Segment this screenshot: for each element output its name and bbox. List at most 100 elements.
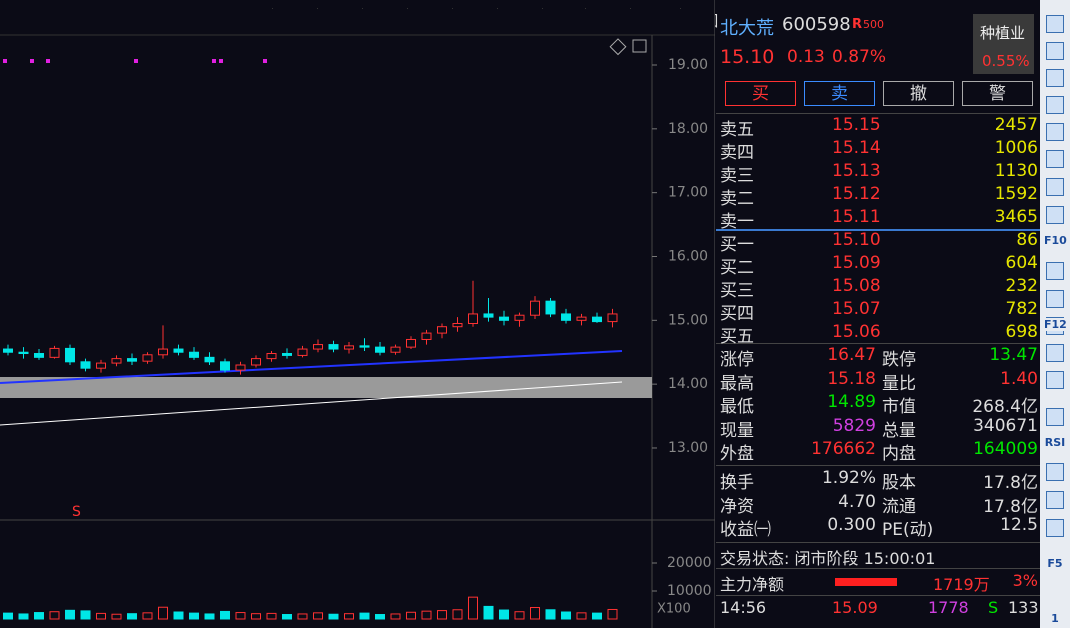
book-label: 卖五 — [720, 120, 754, 140]
candle-body — [282, 353, 292, 356]
tool-label[interactable]: RSI — [1044, 436, 1066, 449]
volume-bar — [266, 612, 277, 620]
stat-value: 12.5 — [1000, 515, 1038, 535]
tick-field: 1778 — [928, 598, 969, 617]
candle-body — [328, 344, 339, 350]
volume-bar — [468, 596, 478, 620]
candle-body — [189, 351, 199, 358]
candle-body — [142, 354, 153, 362]
stock-name: 北大荒 — [720, 18, 774, 39]
trade-button[interactable]: 警 — [962, 81, 1033, 106]
book-volume: 1592 — [994, 184, 1038, 204]
tick-field: 15.09 — [832, 598, 878, 617]
stock-code: 600598 — [782, 14, 851, 35]
tool-label[interactable]: 1 — [1044, 612, 1066, 625]
volume-bar — [65, 609, 75, 620]
sector-box[interactable] — [973, 14, 1034, 74]
divider — [716, 113, 1040, 114]
book-price: 15.13 — [832, 161, 881, 181]
tick-field: 133 — [1008, 598, 1039, 617]
candle-body — [204, 356, 215, 363]
sector-pct: 0.55% — [982, 52, 1030, 70]
tool-icon[interactable] — [1046, 123, 1064, 141]
tool-icon[interactable] — [1046, 463, 1064, 481]
volume-bar — [561, 611, 571, 620]
price-tick-label: 18.00 — [668, 121, 708, 137]
range-band — [0, 377, 652, 398]
long-ma — [0, 381, 623, 426]
tool-icon[interactable] — [1046, 491, 1064, 509]
candle-body — [297, 348, 308, 356]
book-label: 买一 — [720, 235, 754, 255]
book-label: 卖三 — [720, 166, 754, 186]
volume-bar — [437, 610, 447, 620]
stat-label: 内盘 — [882, 444, 916, 464]
volume-bar — [18, 613, 29, 620]
chart: S 19.00 18.00 17.00 16.00 15.00 14.00 13.00 200… — [0, 0, 715, 628]
stat-value: 17.8亿 — [983, 473, 1038, 493]
price-tick-label: 15.00 — [668, 312, 708, 328]
tool-label[interactable]: F10 — [1044, 234, 1067, 247]
price-tick-label: 14.00 — [668, 376, 708, 392]
stat-label: 净资 — [720, 496, 754, 517]
stat-value: 16.47 — [827, 345, 876, 365]
stat-value: 1.40 — [1000, 368, 1038, 389]
book-volume: 782 — [1005, 299, 1038, 319]
stat-value: 5829 — [832, 415, 876, 436]
stat-value: 164009 — [973, 439, 1038, 459]
volume-bar — [359, 612, 370, 620]
stat-label: 换手 — [720, 473, 754, 493]
book-price: 15.14 — [832, 138, 881, 158]
candle-body — [3, 348, 13, 353]
book-price: 15.15 — [832, 115, 881, 135]
tool-icon[interactable] — [1046, 206, 1064, 224]
stat-value: 14.89 — [827, 392, 876, 412]
tool-icon[interactable] — [1046, 344, 1064, 362]
toolbar-bg — [0, 9, 715, 35]
volume-bar — [421, 610, 432, 620]
tool-icon[interactable] — [1046, 519, 1064, 537]
volume-bar — [142, 612, 153, 620]
volume-bar — [375, 614, 385, 620]
book-volume: 3465 — [994, 207, 1038, 227]
tool-icon[interactable] — [1046, 290, 1064, 308]
candle-body — [80, 361, 91, 369]
volume-bar — [390, 613, 401, 620]
tool-label[interactable]: F5 — [1044, 557, 1066, 570]
candle-body — [468, 313, 478, 325]
candle-body — [499, 316, 509, 321]
tool-icon[interactable] — [1046, 15, 1064, 33]
trade-button[interactable]: 撤 — [883, 81, 954, 106]
tool-icon[interactable] — [1046, 150, 1064, 168]
book-volume: 698 — [1005, 322, 1038, 342]
book-volume: 232 — [1005, 276, 1038, 296]
stat-value: 176662 — [811, 439, 876, 459]
tool-icon[interactable] — [1046, 371, 1064, 389]
tool-icon[interactable] — [632, 39, 647, 53]
candle-body — [545, 300, 556, 315]
tool-icon[interactable] — [1046, 42, 1064, 60]
volume-tick-label: 10000 — [667, 583, 712, 599]
volume-bar — [80, 610, 91, 620]
price-tick-label: 17.00 — [668, 185, 708, 201]
candle-body — [530, 300, 540, 316]
trade-button[interactable]: 卖 — [804, 81, 875, 106]
tool-icon[interactable] — [1046, 69, 1064, 87]
tool-label[interactable]: F12 — [1044, 318, 1067, 331]
candle-body — [344, 345, 354, 350]
tool-icon[interactable] — [1046, 178, 1064, 196]
trade-button[interactable]: 买 — [725, 81, 796, 106]
tool-icon[interactable] — [609, 38, 627, 56]
candle-body — [514, 314, 525, 321]
tool-icon[interactable] — [1046, 262, 1064, 280]
candle-body — [576, 316, 587, 321]
sidebar: F10 F12 RSI F5 1 — [1040, 0, 1070, 628]
volume-bar — [3, 612, 13, 620]
candle-body — [561, 313, 571, 321]
divider — [716, 229, 1040, 231]
tool-icon[interactable] — [1046, 408, 1064, 426]
tool-icon[interactable] — [1046, 96, 1064, 114]
volume-bar — [111, 613, 122, 620]
flow-bar — [835, 578, 897, 586]
